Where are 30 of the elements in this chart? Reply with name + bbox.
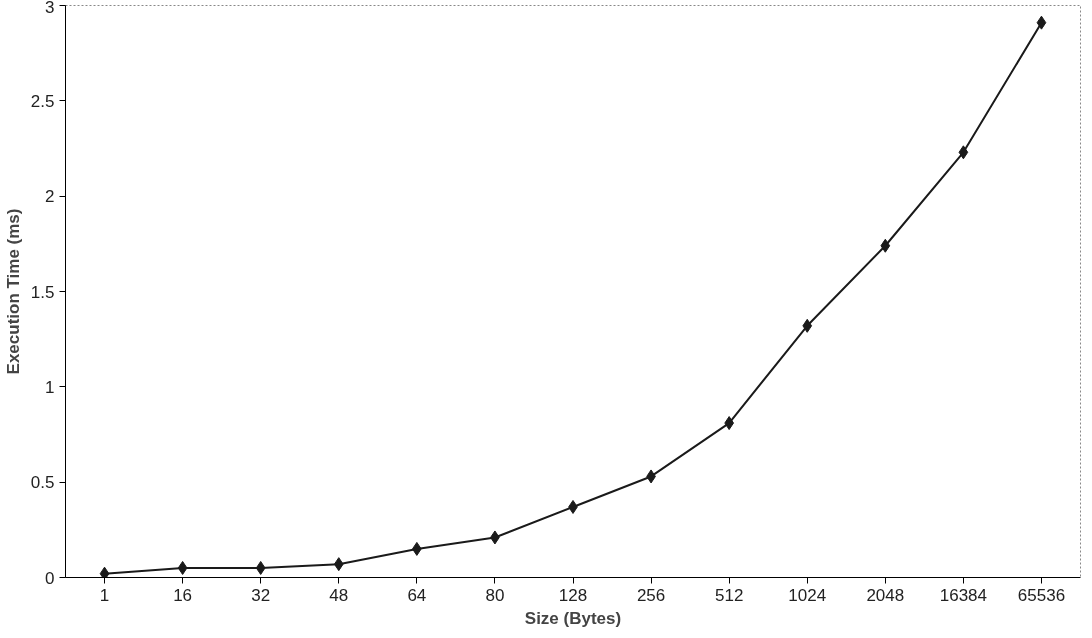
point	[802, 318, 813, 333]
point	[255, 560, 266, 575]
x-tick-label: 2048	[866, 585, 905, 605]
x-tick-label: 256	[636, 585, 666, 605]
y-tick-label: 1	[45, 377, 55, 397]
x-tick-label: 16384	[939, 585, 988, 605]
y-tick-label: 3	[45, 0, 55, 17]
x-tick-label: 128	[558, 585, 588, 605]
x-tick-label: 48	[329, 585, 349, 605]
y-tick-label: 2	[45, 187, 55, 207]
x-tick-label: 32	[251, 585, 271, 605]
point	[1036, 15, 1047, 30]
x-tick-label: 64	[407, 585, 427, 605]
point	[958, 145, 969, 160]
x-tick-label: 65536	[1017, 585, 1066, 605]
point	[333, 557, 344, 572]
y-tick-label: 2.5	[30, 91, 55, 111]
point	[99, 566, 110, 578]
y-tick-label: 0	[45, 568, 55, 588]
x-tick-label: 1024	[788, 585, 827, 605]
point	[177, 560, 188, 575]
y-tick-label: 0.5	[30, 473, 55, 493]
x-tick-label: 512	[714, 585, 744, 605]
x-tick-label: 1	[99, 585, 110, 605]
x-tick-label: 80	[485, 585, 505, 605]
y-tick-label: 1.5	[30, 282, 55, 302]
x-tick-label: 16	[173, 585, 193, 605]
x-axis-title: Size (Bytes)	[524, 608, 622, 628]
y-axis-title: Execution Time (ms)	[3, 208, 23, 375]
point	[880, 238, 891, 253]
